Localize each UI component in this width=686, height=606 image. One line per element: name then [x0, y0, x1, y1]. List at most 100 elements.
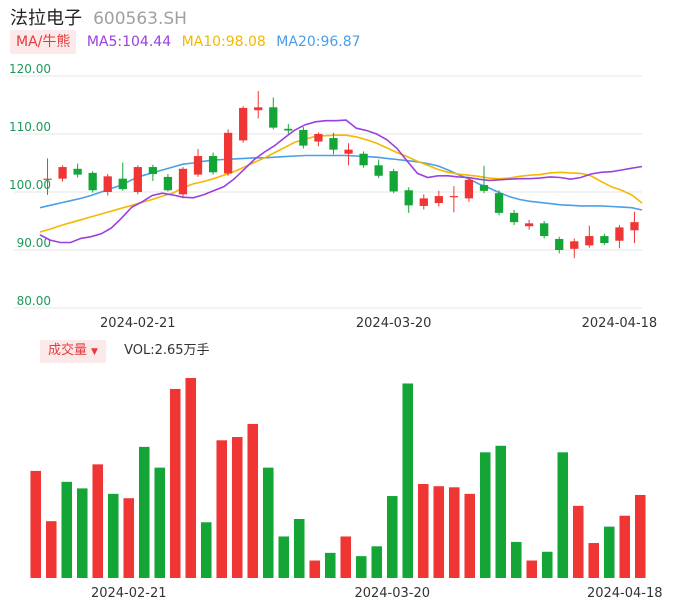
candle-body	[208, 156, 218, 173]
candle	[585, 225, 594, 248]
candle	[434, 190, 443, 207]
volume-bar	[448, 487, 460, 578]
volume-bar	[154, 467, 166, 578]
candle-body	[193, 156, 203, 175]
candle	[239, 106, 248, 143]
candle	[223, 129, 233, 176]
indicator-selector[interactable]: MA/牛熊	[10, 30, 77, 54]
candle	[193, 149, 203, 177]
candle-body	[570, 241, 579, 249]
candle	[88, 171, 97, 193]
candle-body	[419, 198, 428, 206]
candle-body	[374, 165, 383, 176]
volume-bar	[433, 486, 445, 578]
volume-bar	[464, 493, 476, 578]
candle	[73, 163, 82, 178]
ma5-legend: MA5:104.44	[86, 34, 172, 50]
candle	[509, 209, 519, 226]
candle-body	[479, 185, 489, 191]
candle	[163, 174, 173, 192]
candle	[133, 165, 142, 195]
volume-indicator-selector[interactable]: 成交量 ▼	[40, 340, 106, 363]
volume-bar	[231, 437, 243, 578]
candle	[254, 91, 263, 119]
candle-body	[58, 167, 67, 179]
candle	[43, 158, 52, 195]
price-x-tick-label: 2024-03-20	[356, 316, 432, 330]
candle-body	[73, 168, 82, 175]
volume-bar	[572, 505, 584, 578]
candle-body	[163, 176, 173, 191]
volume-bar	[634, 494, 646, 578]
candle-body	[600, 236, 609, 244]
volume-bar	[386, 496, 398, 578]
candle-body	[344, 149, 353, 154]
candle	[419, 194, 428, 210]
candle-body	[464, 179, 474, 199]
candle-body	[615, 227, 624, 241]
volume-bar	[557, 452, 569, 578]
candle	[118, 162, 127, 191]
volume-bar	[541, 551, 553, 578]
candle	[58, 165, 67, 182]
volume-bar	[30, 470, 42, 578]
caret-down-icon: ▼	[91, 347, 98, 357]
ma20-legend: MA20:96.87	[276, 34, 361, 50]
ma20-line	[39, 154, 643, 211]
ma-legend: MA/牛熊 MA5:104.44 MA10:98.08 MA20:96.87	[10, 30, 361, 54]
price-y-tick-label: 120.00	[9, 62, 51, 76]
ma5-line	[39, 119, 643, 244]
price-y-tick-label: 80.00	[17, 294, 51, 308]
candle	[329, 132, 338, 155]
volume-bar	[340, 536, 352, 578]
price-y-tick-label: 100.00	[9, 178, 51, 192]
candle-body	[449, 196, 459, 198]
candle-body	[133, 167, 142, 192]
candle	[464, 177, 474, 202]
volume-bar	[200, 522, 212, 578]
candle-body	[254, 107, 263, 111]
volume-bar	[495, 445, 507, 578]
candle	[555, 236, 564, 254]
volume-bar	[216, 440, 228, 578]
candle-body	[88, 172, 97, 191]
candle-body	[630, 222, 639, 231]
stock-name: 法拉电子	[10, 8, 82, 29]
volume-bar	[619, 515, 631, 578]
candle	[600, 233, 609, 245]
volume-bar	[262, 467, 274, 578]
volume-bar	[247, 423, 259, 578]
candle	[570, 238, 579, 259]
volume-bar	[278, 536, 290, 578]
candle-body	[43, 178, 52, 180]
volume-bar	[603, 526, 615, 578]
volume-bar	[417, 484, 429, 578]
ma10-line	[39, 134, 643, 233]
price-chart: 120.00 110.00 100.00 90.00 80.00 2024-02-21 20…	[9, 62, 657, 330]
volume-x-tick-label: 2024-02-21	[91, 586, 167, 601]
header: 法拉电子 600563.SH	[10, 4, 187, 29]
candle	[449, 186, 459, 213]
candle	[389, 168, 398, 194]
candle	[374, 159, 383, 179]
price-x-tick-label: 2024-02-21	[100, 316, 176, 330]
volume-bar	[123, 498, 135, 578]
volume-x-tick-label: 2024-03-20	[354, 586, 430, 601]
candle-body	[509, 212, 519, 223]
volume-bar	[402, 383, 414, 578]
candle-body	[314, 134, 323, 142]
candle-body	[540, 223, 549, 237]
candle	[299, 127, 308, 149]
candle-body	[524, 223, 534, 227]
candle-body	[329, 138, 338, 150]
candle	[494, 190, 504, 216]
candle-body	[494, 193, 504, 213]
candle	[284, 124, 293, 134]
candle	[178, 167, 188, 199]
candle-body	[118, 178, 127, 190]
volume-header: 成交量 ▼ VOL:2.65万手	[40, 340, 210, 363]
volume-bar	[588, 543, 600, 578]
volume-bar	[185, 378, 197, 578]
candle-body	[178, 168, 188, 195]
candle	[404, 187, 413, 213]
